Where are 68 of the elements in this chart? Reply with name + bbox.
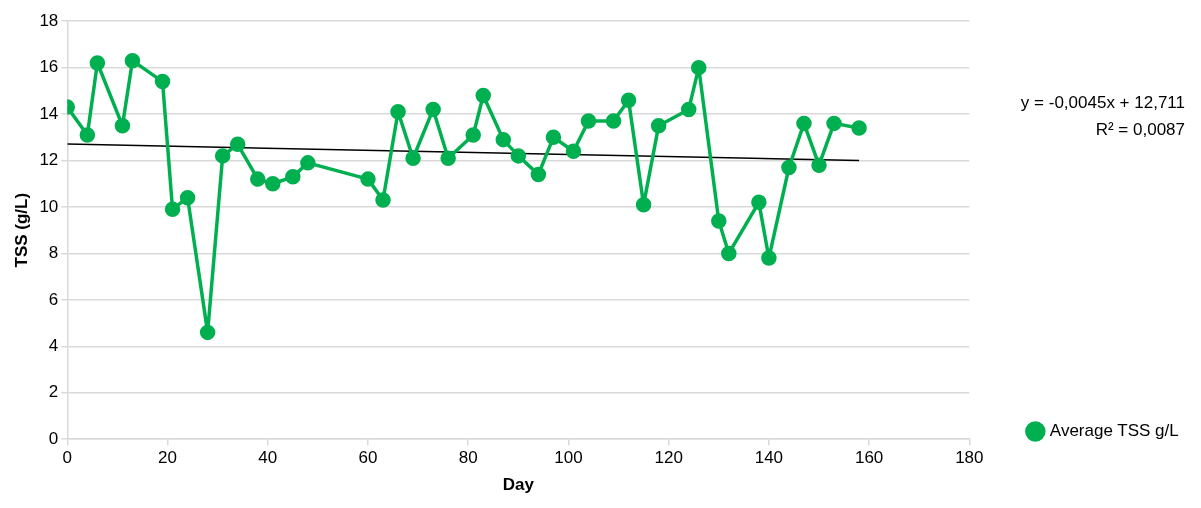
point xyxy=(89,55,106,71)
y-tick-label: 2 xyxy=(48,382,59,402)
point xyxy=(680,101,697,118)
point xyxy=(124,52,141,69)
text: y = -0,0045x + 12,711 xyxy=(1020,92,1185,112)
y-tick-label: 6 xyxy=(48,289,59,309)
x-tick-label: 0 xyxy=(62,448,73,468)
x-tick-label: 20 xyxy=(158,448,177,468)
point xyxy=(545,129,562,146)
point xyxy=(390,104,406,120)
point xyxy=(721,245,737,262)
point xyxy=(751,194,767,211)
point xyxy=(375,192,391,208)
point xyxy=(425,101,441,118)
point xyxy=(179,189,196,206)
x-tick-label: 80 xyxy=(458,448,478,468)
point xyxy=(620,92,637,108)
y-tick-label: 8 xyxy=(48,243,59,263)
point xyxy=(465,127,481,143)
point xyxy=(796,115,812,132)
x-tick-label: 60 xyxy=(358,448,378,468)
point xyxy=(249,171,266,187)
x-tick-label: 140 xyxy=(754,448,784,468)
text: R² = 0,0087 xyxy=(1095,119,1185,139)
point xyxy=(650,117,667,134)
point xyxy=(300,155,316,171)
y-tick-label: 12 xyxy=(39,150,59,170)
point xyxy=(475,87,491,104)
x-tick-label: 40 xyxy=(258,448,278,468)
x-tick-label: 160 xyxy=(854,448,884,468)
point xyxy=(580,113,597,129)
point xyxy=(851,120,867,136)
point xyxy=(510,148,527,164)
point xyxy=(530,166,547,183)
y-tick-label: 0 xyxy=(48,428,59,448)
x-tick-label: 180 xyxy=(955,448,984,468)
point xyxy=(360,171,376,187)
point xyxy=(199,324,216,341)
y-tick-label: 10 xyxy=(39,196,59,216)
y-tick-label: 16 xyxy=(39,57,59,77)
point xyxy=(229,136,246,153)
point xyxy=(405,150,421,166)
point xyxy=(635,196,652,213)
x-tick-label: 100 xyxy=(554,448,583,468)
point xyxy=(761,250,777,266)
x-axis-title: Day xyxy=(502,475,535,495)
point xyxy=(154,73,171,90)
x-tick-label: 120 xyxy=(654,448,683,468)
point xyxy=(164,201,181,218)
legend-label: Average TSS g/L xyxy=(1049,421,1179,441)
point xyxy=(265,176,281,192)
y-tick-label: 4 xyxy=(48,336,59,355)
point xyxy=(214,148,231,164)
point xyxy=(811,157,827,173)
point xyxy=(285,169,301,185)
point xyxy=(711,213,727,229)
point xyxy=(565,143,582,159)
point xyxy=(79,127,96,143)
point xyxy=(440,150,456,166)
point xyxy=(826,115,842,132)
point xyxy=(495,131,512,148)
point xyxy=(690,59,707,76)
y-tick-label: 18 xyxy=(39,10,59,30)
point xyxy=(114,117,131,134)
point xyxy=(781,159,797,176)
y-axis-title: TSS (g/L) xyxy=(11,192,31,268)
point xyxy=(605,113,622,129)
y-tick-label: 14 xyxy=(39,103,59,123)
